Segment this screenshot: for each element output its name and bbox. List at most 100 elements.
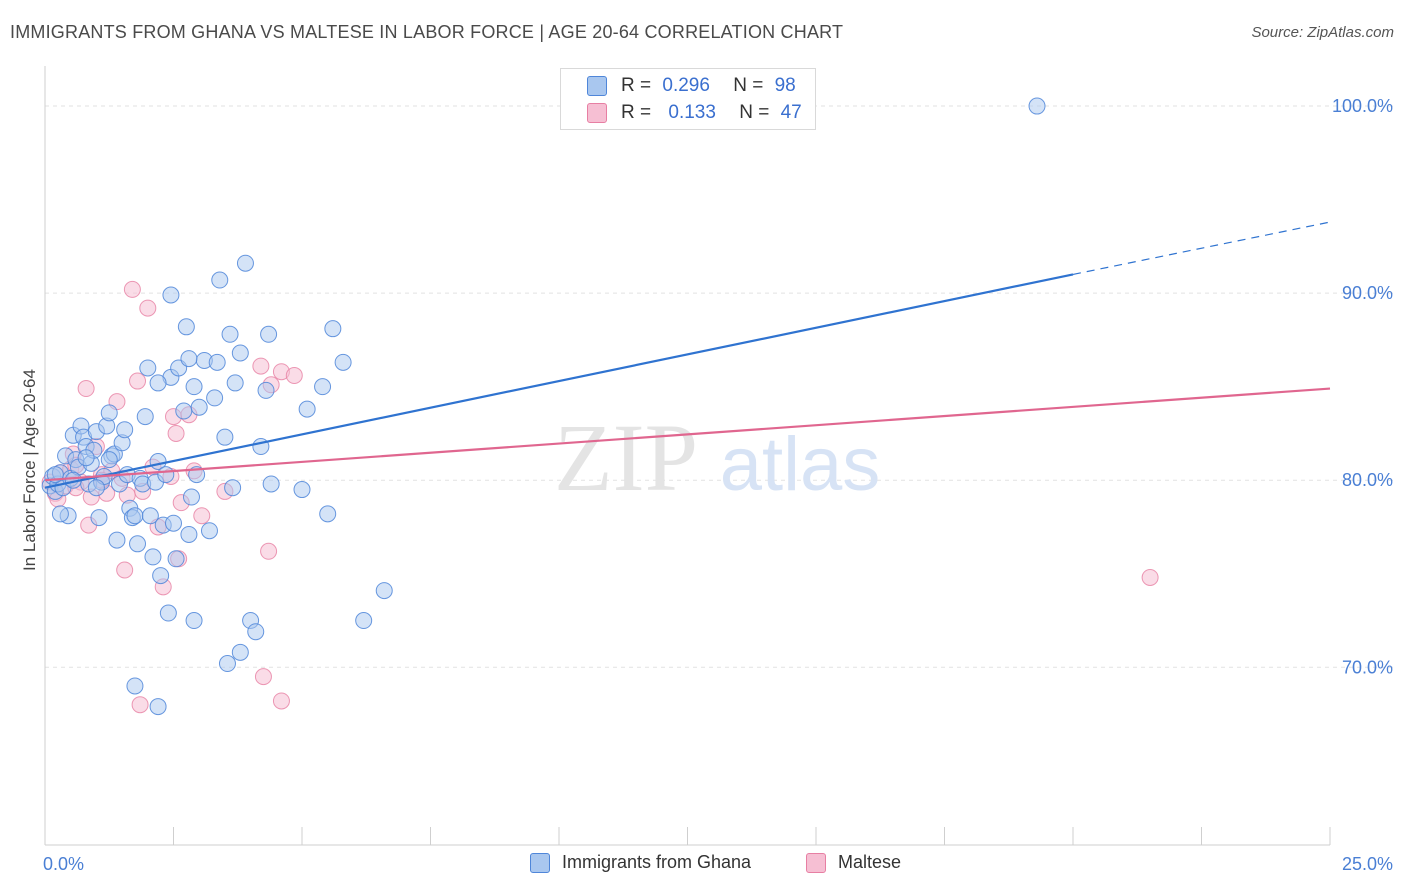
ghana-point: [180, 350, 198, 368]
x-tick-label: 0.0%: [43, 854, 84, 874]
series-legend: Immigrants from Ghana Maltese: [0, 852, 1406, 878]
source-label: Source: ZipAtlas.com: [1251, 24, 1394, 41]
maltese-point: [272, 692, 290, 710]
ghana-point: [231, 344, 249, 362]
ghana-point: [77, 449, 95, 467]
ghana-point: [165, 514, 182, 532]
ghana-point: [144, 548, 162, 566]
ghana-point: [231, 643, 249, 661]
r-value: 0.296: [662, 75, 710, 96]
ghana-point: [159, 604, 177, 622]
legend-item-maltese[interactable]: Maltese: [806, 852, 901, 873]
ghana-point: [185, 612, 203, 630]
ghana-point: [206, 389, 224, 407]
y-tick-label: 70.0%: [1342, 657, 1393, 677]
tick-labels: 70.0% 80.0% 90.0% 100.0% 0.0% 25.0%: [43, 96, 1393, 874]
ghana-point: [141, 507, 159, 525]
ghana-point: [247, 623, 265, 641]
maltese-point: [1141, 568, 1159, 586]
ghana-point: [211, 271, 229, 289]
maltese-legend-swatch: [806, 852, 826, 873]
watermark: ZIP atlas: [554, 404, 880, 511]
ghana-point: [375, 582, 393, 600]
ghana-point: [126, 507, 144, 525]
ghana-point: [162, 286, 180, 304]
legend-label-ghana: Immigrants from Ghana: [562, 852, 752, 872]
ghana-point: [129, 535, 147, 553]
ghana-point: [177, 318, 195, 336]
watermark-zip: ZIP: [554, 404, 698, 511]
chart-title: IMMIGRANTS FROM GHANA VS MALTESE IN LABO…: [10, 22, 844, 42]
ghana-point: [100, 451, 118, 469]
legend-label-maltese: Maltese: [838, 852, 902, 872]
ghana-point: [167, 550, 185, 568]
maltese-point: [77, 380, 95, 398]
ghana-point: [136, 408, 154, 426]
ghana-point: [200, 522, 218, 540]
ghana-point: [180, 525, 198, 543]
n-value: 98: [774, 75, 796, 96]
maltese-point: [260, 542, 278, 560]
ghana-point: [108, 531, 126, 549]
ghana-point: [293, 481, 311, 499]
maltese-point: [254, 668, 272, 686]
y-tick-label: 100.0%: [1332, 96, 1393, 116]
ghana-point: [87, 479, 105, 497]
stats-legend: R = 0.296 N = 98 R = 0.133 N = 47: [560, 68, 816, 130]
r-label: R =: [621, 75, 652, 96]
ghana-points: [41, 97, 1046, 716]
n-label: N =: [739, 102, 770, 123]
ghana-point: [218, 655, 236, 673]
ghana-point: [314, 378, 332, 396]
ghana-point: [355, 612, 373, 630]
ghana-point: [90, 509, 108, 527]
axes: [44, 66, 1331, 846]
n-value: 47: [780, 102, 802, 123]
ghana-legend-swatch: [530, 852, 550, 873]
ghana-point: [126, 677, 144, 695]
ghana-point: [298, 400, 316, 418]
ghana-point: [216, 428, 234, 446]
ghana-point: [319, 505, 337, 523]
ghana-point: [226, 374, 244, 392]
ghana-point: [139, 359, 157, 377]
y-tick-label: 80.0%: [1342, 470, 1393, 490]
grid-lines: [45, 105, 1393, 668]
ghana-point: [157, 466, 175, 484]
ghana-point: [236, 254, 254, 272]
ghana-point: [175, 402, 193, 420]
maltese-trend-line: [44, 387, 1331, 482]
maltese-point: [131, 696, 149, 714]
watermark-atlas: atlas: [720, 422, 881, 507]
ghana-point: [100, 404, 118, 422]
ghana-point: [182, 488, 200, 506]
ghana-point: [224, 479, 242, 497]
ghana-point: [152, 567, 170, 585]
ghana-trend-extension: [1072, 221, 1331, 276]
ghana-point: [116, 421, 134, 439]
trend-lines: [44, 221, 1331, 489]
maltese-point: [252, 357, 270, 375]
ghana-point: [334, 353, 352, 371]
ghana-point: [221, 325, 239, 343]
ghana-point: [149, 698, 167, 716]
ghana-point: [51, 505, 69, 523]
ghana-point: [208, 353, 226, 371]
ghana-point: [262, 475, 280, 493]
maltese-point: [139, 299, 157, 317]
maltese-point: [167, 424, 185, 442]
ghana-point: [190, 398, 208, 416]
ghana-point: [1028, 97, 1046, 115]
ghana-trend-line: [44, 273, 1074, 489]
ghana-swatch: [587, 76, 607, 96]
maltese-point: [123, 280, 141, 298]
maltese-point: [116, 561, 134, 579]
maltese-swatch: [587, 103, 607, 123]
r-label: R =: [621, 102, 652, 123]
legend-item-ghana[interactable]: Immigrants from Ghana: [530, 852, 751, 873]
maltese-point: [285, 366, 303, 384]
x-tick-label: 25.0%: [1342, 854, 1393, 874]
n-label: N =: [733, 75, 764, 96]
ghana-point: [149, 374, 167, 392]
